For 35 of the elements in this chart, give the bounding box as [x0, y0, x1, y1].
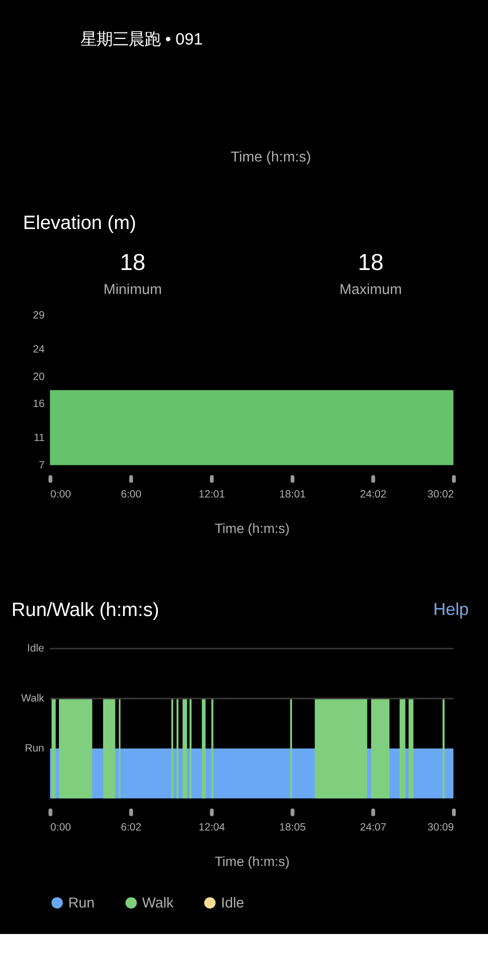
y-tick-label: 16 [32, 398, 45, 410]
y-tick-label: 11 [34, 432, 45, 444]
x-axis-title: Time (h:m:s) [214, 520, 290, 536]
x-tick-label: 0:00 [50, 488, 72, 500]
y-tick-label: 24 [32, 344, 45, 356]
legend-label: Run [68, 896, 95, 912]
text: 18 [358, 249, 384, 276]
y-tick-label: 7 [38, 459, 45, 472]
x-tick-label: 6:00 [120, 488, 142, 500]
text: Maximum [340, 282, 402, 298]
x-tick-label: 0:00 [50, 822, 72, 834]
y-tick-label: 20 [32, 370, 45, 383]
x-tick-label: 6:02 [120, 822, 142, 834]
text: Minimum [103, 282, 162, 298]
ref-line-label: Walk [21, 692, 45, 704]
legend-label: Idle [220, 896, 244, 912]
legend-label: Walk [142, 896, 174, 912]
x-tick-label: 30:02 [427, 488, 454, 500]
x-tick-label: 12:04 [198, 822, 226, 834]
chart-title: Elevation (m) [23, 212, 136, 234]
x-tick-label: 24:07 [360, 822, 387, 834]
x-tick-label: 30:09 [427, 822, 454, 834]
x-tick-label: 24:02 [360, 488, 387, 500]
x-tick-label: 18:05 [279, 822, 306, 834]
text: 星期三晨跑 • 091 [80, 30, 203, 48]
chart-title: Run/Walk (h:m:s) [12, 600, 160, 621]
text: Help [433, 598, 469, 619]
text: Run [24, 742, 44, 754]
text: 18 [120, 249, 146, 276]
x-tick-label: 12:01 [198, 488, 226, 500]
text: Time (h:m:s) [230, 150, 312, 166]
ref-line-label: Idle [27, 642, 44, 654]
y-tick-label: 29 [32, 310, 45, 322]
x-axis-title: Time (h:m:s) [214, 854, 290, 870]
x-tick-label: 18:01 [279, 488, 306, 500]
